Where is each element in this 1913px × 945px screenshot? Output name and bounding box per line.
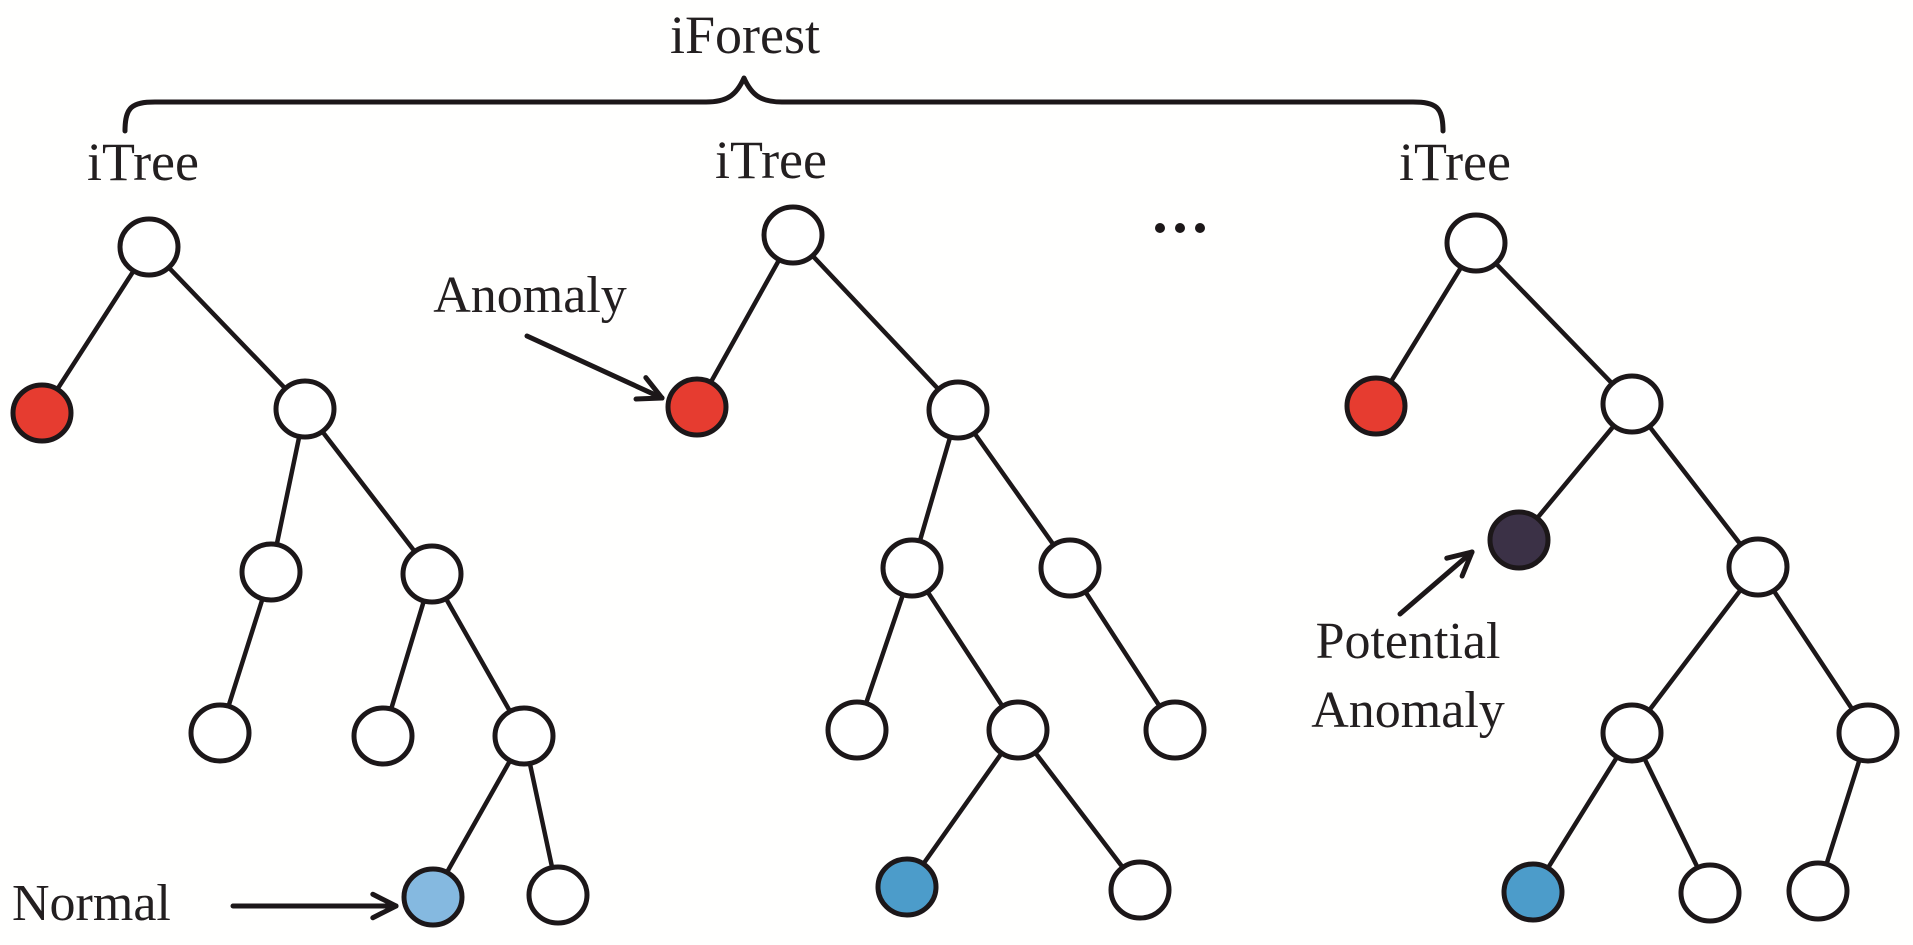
tree-3-edge-n3-normal bbox=[1530, 730, 1635, 895]
tree-1-node-n4 bbox=[188, 702, 252, 764]
tree-2-node-n4 bbox=[825, 699, 889, 761]
tree-2-edge-root-n1 bbox=[790, 232, 961, 413]
tree-2-node-n2 bbox=[880, 537, 944, 599]
tree-1-node-n5 bbox=[351, 705, 415, 767]
iforest-title: iForest bbox=[670, 5, 820, 65]
iforest-brace-group bbox=[122, 75, 1446, 233]
tree-3-node-n3 bbox=[1600, 702, 1664, 764]
normal-label-arrowhead-1-icon bbox=[370, 891, 399, 909]
tree-3-node-n4 bbox=[1836, 702, 1900, 764]
anomaly-label: Anomaly bbox=[433, 267, 665, 402]
tree-3-node-normal bbox=[1501, 861, 1565, 923]
tree-1-node-n2 bbox=[239, 541, 303, 603]
potential-anomaly-label: Potential Anomaly bbox=[1311, 549, 1505, 739]
tree-2-node-normal bbox=[875, 856, 939, 918]
tree-1-edge-n3-n6 bbox=[429, 571, 527, 739]
tree-1-label: iTree bbox=[87, 132, 199, 192]
annotations-group: Anomaly Normal Potential Anomaly bbox=[12, 267, 1505, 932]
tree-2-edge-root-anomaly bbox=[694, 232, 796, 410]
tree-2-label: iTree bbox=[715, 130, 827, 190]
tree-3-node-n5 bbox=[1678, 862, 1742, 924]
tree-2-node-n6 bbox=[1143, 699, 1207, 761]
tree-3-node-root bbox=[1444, 212, 1508, 274]
tree-3: iTree bbox=[1344, 132, 1900, 924]
anomaly-label-arrowhead-1-icon bbox=[643, 375, 665, 401]
tree-3-node-n1 bbox=[1600, 373, 1664, 435]
normal-label-arrowhead-2-icon bbox=[370, 903, 399, 921]
tree-1-node-n6 bbox=[492, 705, 556, 767]
trees-group: iTree iTree iTree bbox=[10, 130, 1900, 928]
tree-3-edge-n2-n4 bbox=[1755, 564, 1871, 736]
tree-1-node-normal bbox=[401, 866, 465, 928]
anomaly-label-arrowhead-2-icon bbox=[633, 395, 665, 402]
tree-1-node-n3 bbox=[400, 543, 464, 605]
tree-2-edge-n5-n7 bbox=[1015, 727, 1143, 893]
iforest-brace bbox=[122, 75, 1446, 134]
tree-3-edge-n1-n2 bbox=[1629, 401, 1761, 570]
tree-3-edge-root-anomaly bbox=[1373, 240, 1479, 409]
tree-2-node-root bbox=[761, 204, 825, 266]
normal-label: Normal bbox=[12, 875, 399, 932]
potential-anomaly-label-arrow-shaft bbox=[1397, 549, 1475, 617]
anomaly-label-text-line-1: Anomaly bbox=[433, 267, 627, 324]
ellipsis-dot-3 bbox=[1195, 223, 1205, 233]
tree-1-node-n7 bbox=[526, 864, 590, 926]
tree-1-edge-root-anomaly bbox=[39, 244, 152, 416]
anomaly-label-arrow-shaft bbox=[524, 333, 665, 401]
tree-1-edge-root-n1 bbox=[146, 244, 308, 412]
tree-3-label: iTree bbox=[1399, 132, 1511, 192]
tree-3-node-n6 bbox=[1786, 860, 1850, 922]
potential-anomaly-label-text-line-1: Potential bbox=[1316, 613, 1501, 670]
tree-1-edge-n1-n3 bbox=[302, 406, 435, 577]
tree-2-edge-n1-n3 bbox=[955, 407, 1073, 571]
normal-label-text-line-1: Normal bbox=[12, 875, 171, 932]
tree-2-edge-n3-n6 bbox=[1067, 565, 1178, 733]
potential-anomaly-label-arrowhead-1-icon bbox=[1444, 549, 1475, 561]
tree-3-edge-root-n1 bbox=[1473, 240, 1635, 407]
tree-3-node-potential bbox=[1487, 509, 1551, 571]
tree-2: iTree bbox=[665, 130, 1207, 921]
tree-3-node-anomaly bbox=[1344, 375, 1408, 437]
tree-3-edge-n2-n3 bbox=[1629, 564, 1761, 736]
tree-2-node-n1 bbox=[926, 379, 990, 441]
tree-1: iTree bbox=[10, 132, 590, 928]
tree-2-node-n3 bbox=[1038, 537, 1102, 599]
tree-1-node-anomaly bbox=[10, 382, 74, 444]
tree-1-edge-n6-normal bbox=[430, 733, 527, 900]
tree-3-node-n2 bbox=[1726, 536, 1790, 598]
tree-2-edge-n5-normal bbox=[904, 727, 1021, 890]
ellipsis-dot-2 bbox=[1175, 223, 1185, 233]
tree-2-node-anomaly bbox=[665, 376, 729, 438]
tree-2-node-n5 bbox=[986, 699, 1050, 761]
tree-2-node-n7 bbox=[1108, 859, 1172, 921]
potential-anomaly-label-text-line-2: Anomaly bbox=[1311, 682, 1505, 739]
ellipsis-dot-1 bbox=[1155, 223, 1165, 233]
potential-anomaly-label-arrowhead-2-icon bbox=[1459, 549, 1475, 579]
tree-1-node-n1 bbox=[273, 378, 337, 440]
tree-1-node-root bbox=[117, 216, 181, 278]
tree-2-edge-n2-n5 bbox=[909, 565, 1021, 733]
